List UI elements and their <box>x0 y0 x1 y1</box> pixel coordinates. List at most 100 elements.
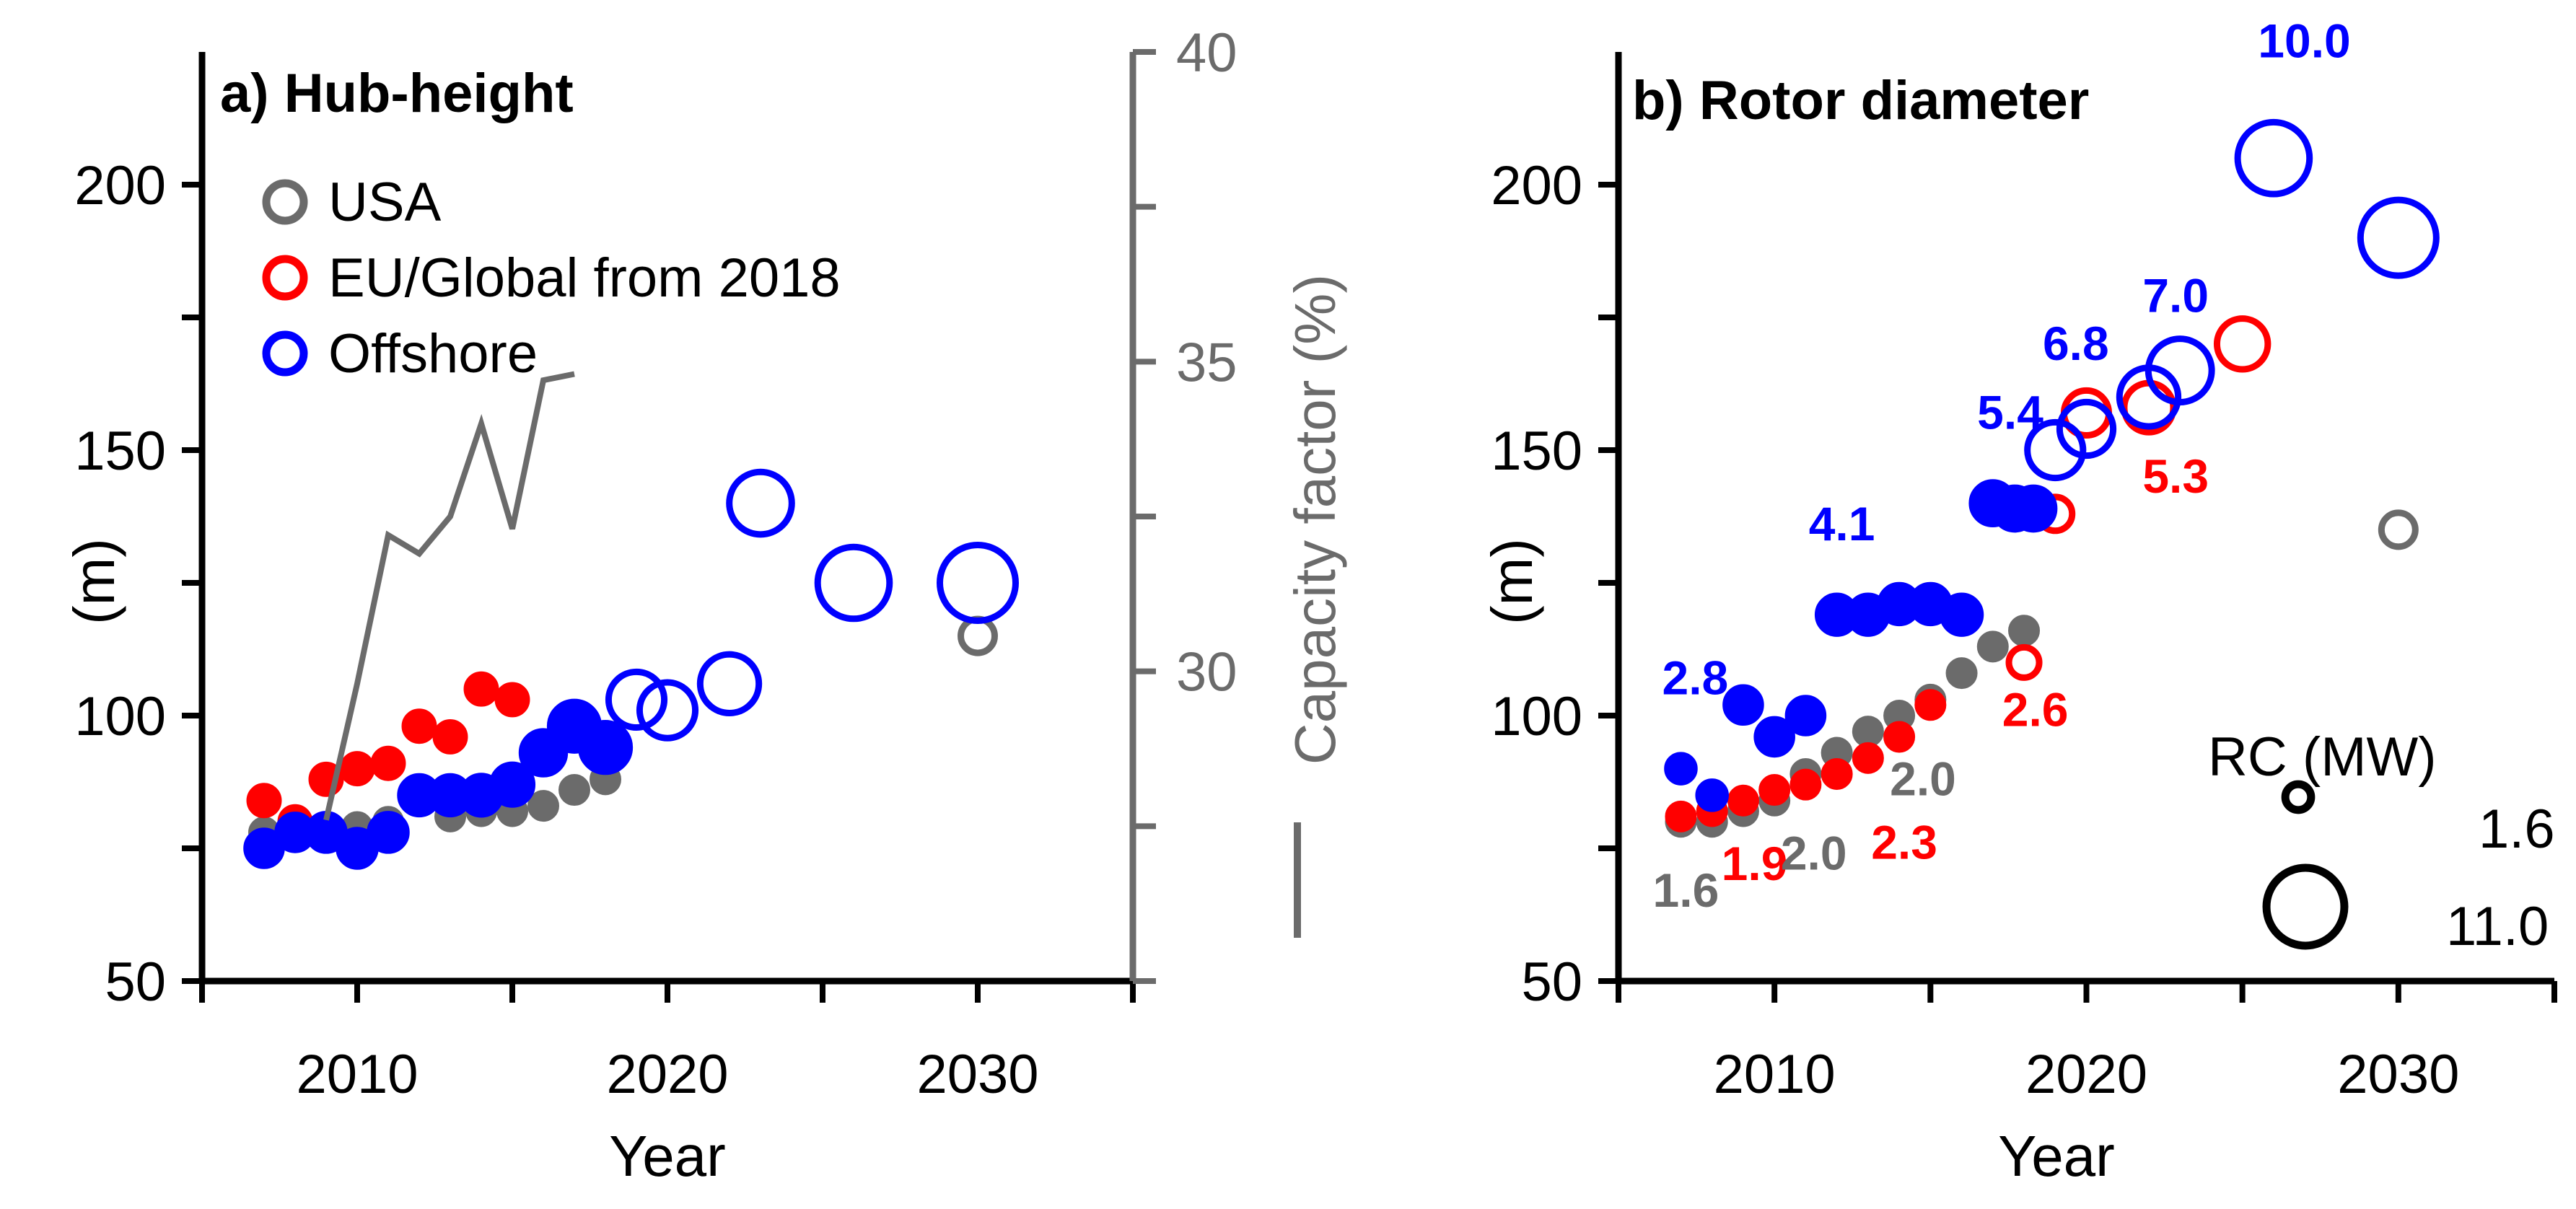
marker-offshore <box>489 761 536 808</box>
marker-offshore <box>577 720 634 775</box>
marker-usa <box>1852 716 1884 748</box>
y2-axis-label: Capacity factor (%) <box>1283 274 1347 765</box>
size-legend-marker-large <box>2262 863 2349 950</box>
y2-tick-label: 35 <box>1176 332 1237 393</box>
marker-offshore <box>1695 778 1729 812</box>
rc-annotation: 2.6 <box>2002 683 2069 737</box>
x-tick-label: 2030 <box>2337 1044 2459 1105</box>
y-tick-label: 200 <box>1491 155 1582 216</box>
y-tick-label: 50 <box>1521 951 1582 1013</box>
legend-label-eu: EU/Global from 2018 <box>328 247 841 309</box>
marker-eu <box>1789 768 1822 801</box>
marker-offshore-projection <box>2056 398 2117 460</box>
x-axis-label-b: Year <box>1998 1124 2115 1188</box>
marker-offshore-projection <box>2145 335 2215 406</box>
marker-eu <box>1914 689 1947 721</box>
capacity-factor-line <box>323 371 575 821</box>
marker-offshore <box>1664 752 1698 786</box>
rc-annotation: 2.8 <box>1662 651 1729 705</box>
marker-eu <box>1727 784 1759 817</box>
marker-offshore-projection <box>2357 196 2440 279</box>
marker-eu-projection <box>2213 315 2271 373</box>
marker-offshore <box>1753 716 1795 758</box>
marker-offshore <box>1722 684 1764 726</box>
marker-usa <box>2008 615 2041 647</box>
marker-eu <box>246 783 282 819</box>
rc-annotation: 2.3 <box>1871 816 1937 869</box>
marker-eu <box>1821 757 1853 790</box>
marker-eu <box>463 671 499 707</box>
rc-annotation: 2.0 <box>1890 752 1956 805</box>
x-tick-label: 2010 <box>1714 1044 1836 1105</box>
y2-tick-label: 40 <box>1176 22 1237 84</box>
marker-usa <box>558 774 590 806</box>
size-legend-title: RC (MW) <box>2208 726 2437 788</box>
rc-annotation: 4.1 <box>1809 497 1875 550</box>
marker-usa-projection <box>2378 509 2419 550</box>
marker-offshore-projection <box>2234 118 2313 198</box>
marker-offshore <box>1939 592 1984 637</box>
x-tick-label: 2010 <box>296 1044 418 1105</box>
panel-b-title: b) Rotor diameter <box>1632 70 2089 131</box>
size-legend-label-small: 1.6 <box>2479 799 2555 860</box>
marker-usa-projection <box>958 615 998 656</box>
marker-eu <box>1852 742 1884 774</box>
panel-rotor-diameter: 50 100 150 200 2010 2020 2030 10.0 7.0 6.85.4 4.1… <box>1480 14 2557 1188</box>
marker-eu <box>370 745 406 781</box>
size-legend-label-large: 11.0 <box>2446 896 2549 957</box>
legend-marker-usa <box>262 179 308 225</box>
rc-annotation: 1.9 <box>1722 837 1788 890</box>
y-tick-label: 100 <box>1491 686 1582 747</box>
y2-tick-label: 30 <box>1176 642 1237 703</box>
marker-eu <box>401 708 437 744</box>
y-tick-label: 200 <box>74 155 166 216</box>
marker-eu <box>432 718 468 755</box>
rc-annotation: 7.0 <box>2142 269 2209 322</box>
marker-usa <box>1976 630 2009 663</box>
marker-offshore-projection <box>696 651 763 717</box>
marker-usa <box>1945 657 1978 690</box>
panel-a-title: a) Hub-height <box>220 63 574 124</box>
marker-offshore-projection <box>636 679 699 742</box>
marker-offshore-projection <box>937 542 1019 624</box>
y-tick-label: 100 <box>74 686 166 747</box>
marker-offshore-projection <box>2024 418 2087 482</box>
x-axis-label-a: Year <box>609 1124 726 1188</box>
x-tick-label: 2020 <box>2025 1044 2147 1105</box>
marker-offshore <box>2009 484 2058 533</box>
size-legend: RC (MW) 1.6 11.0 <box>2208 726 2555 957</box>
marker-offshore <box>1784 695 1827 737</box>
legend-label-usa: USA <box>328 172 442 233</box>
size-legend-marker-small <box>2281 780 2316 814</box>
marker-eu <box>339 751 375 787</box>
marker-offshore-projection <box>814 543 893 623</box>
rc-annotation: 5.4 <box>1977 386 2043 439</box>
legend-label-offshore: Offshore <box>328 323 538 384</box>
rc-annotation: 10.0 <box>2258 14 2350 67</box>
rc-annotation: 5.3 <box>2142 449 2209 503</box>
y-axis-label-a: (m) <box>62 538 126 625</box>
rc-annotation: 2.0 <box>1781 826 1847 879</box>
marker-eu <box>1758 774 1791 806</box>
rc-annotation: 6.8 <box>2043 317 2109 370</box>
legend: USA EU/Global from 2018 Offshore <box>262 172 841 384</box>
legend-marker-eu <box>262 255 308 301</box>
x-tick-label: 2030 <box>916 1044 1038 1105</box>
y-axis-label-b: (m) <box>1480 538 1544 625</box>
legend-marker-offshore <box>262 330 308 377</box>
y-tick-label: 50 <box>105 951 166 1013</box>
panel-hub-height: 50 100 150 200 2010 2020 2030 30 35 40 a) Hub-hei… <box>62 22 1347 1188</box>
marker-eu <box>1665 800 1697 832</box>
marker-usa <box>527 790 559 822</box>
rc-annotation: 1.6 <box>1653 863 1719 917</box>
x-tick-label: 2020 <box>606 1044 728 1105</box>
marker-offshore <box>367 811 410 854</box>
marker-offshore-projection <box>605 668 668 731</box>
marker-eu <box>1883 721 1916 753</box>
y-tick-label: 150 <box>1491 421 1582 482</box>
marker-eu-projection <box>2005 643 2043 681</box>
y-tick-label: 150 <box>74 421 166 482</box>
marker-eu <box>494 682 530 718</box>
